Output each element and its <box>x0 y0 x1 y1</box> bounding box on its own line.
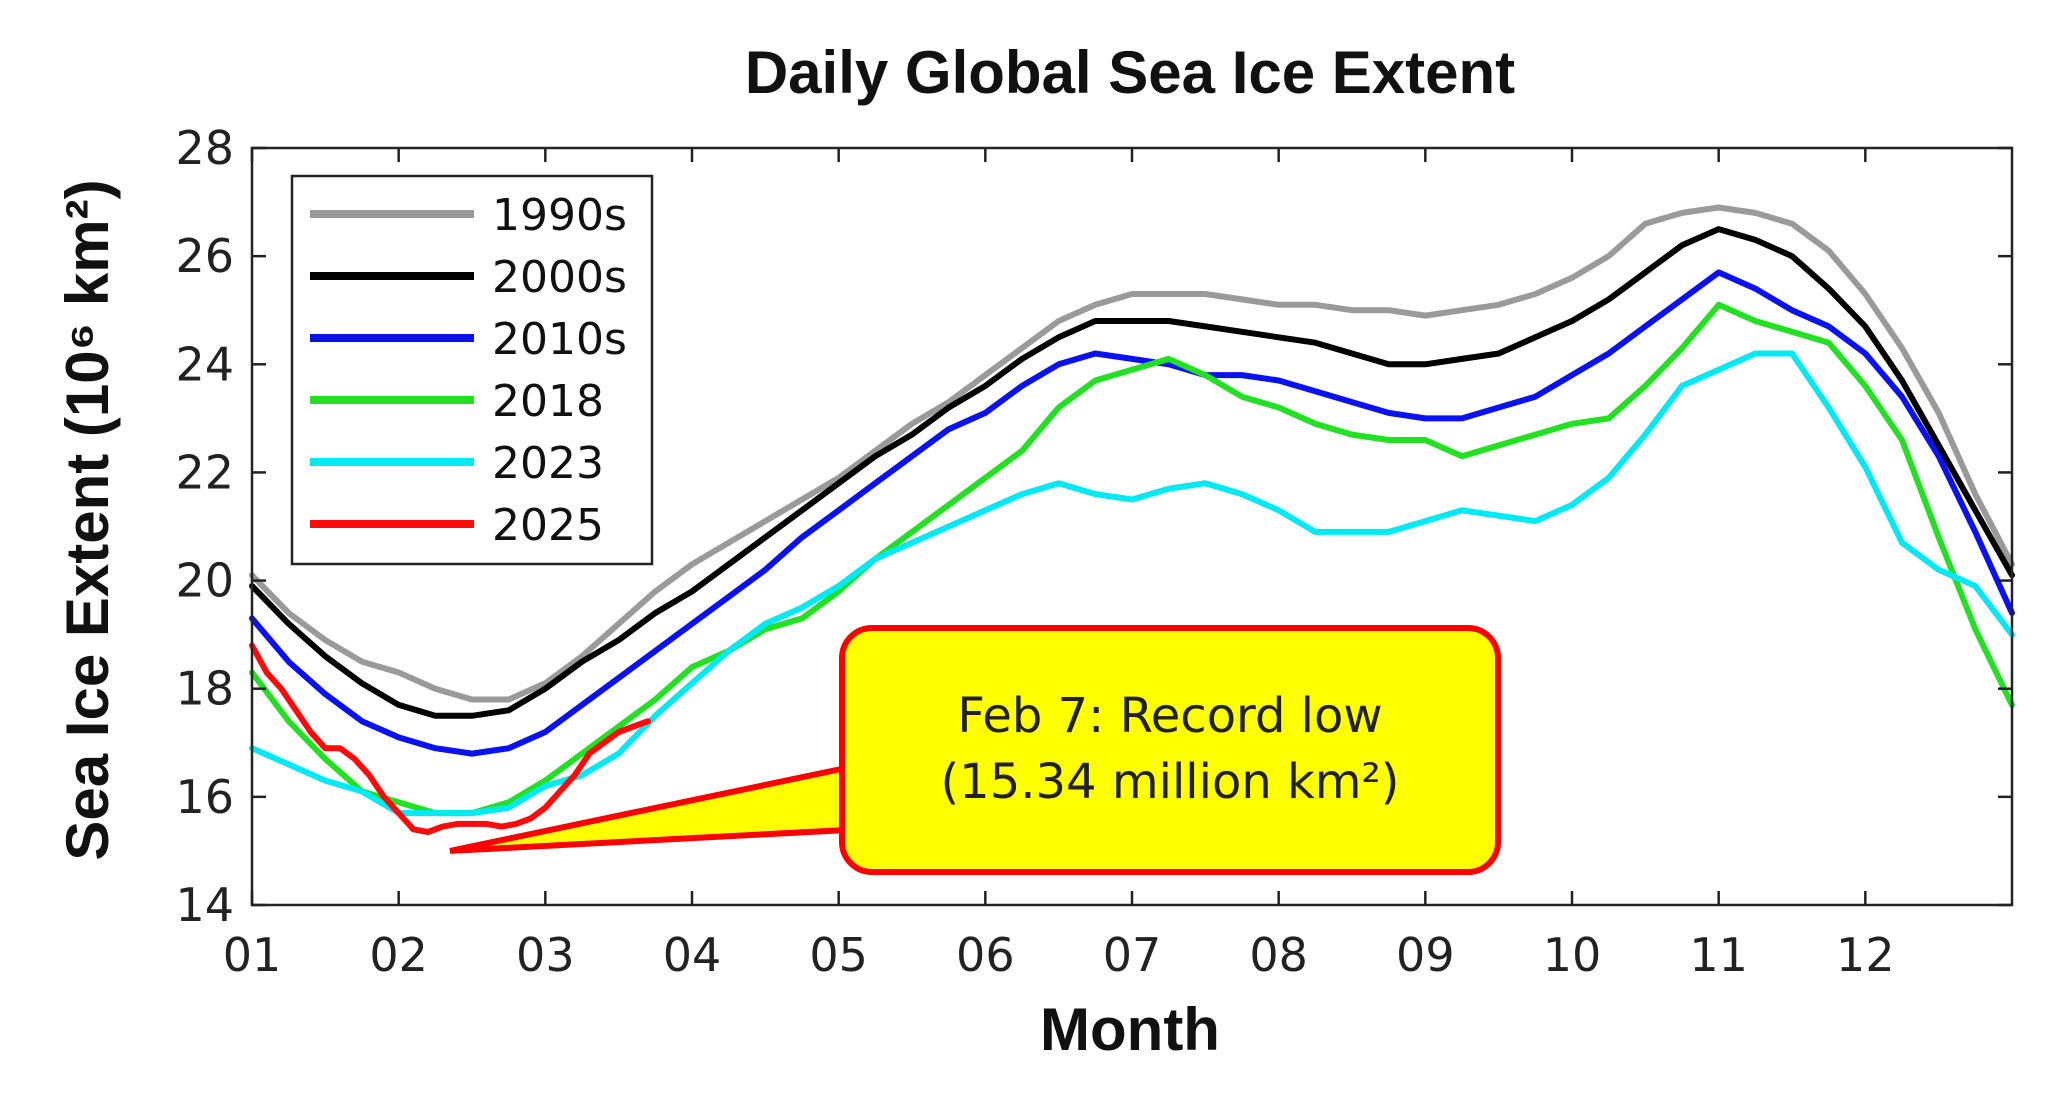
y-axis-label: Sea Ice Extent (10⁶ km²) <box>54 179 121 860</box>
callout-box <box>839 625 1501 875</box>
x-tick-label: 06 <box>956 928 1015 982</box>
legend-box <box>290 174 654 566</box>
x-tick-label: 01 <box>223 928 282 982</box>
x-tick-label: 11 <box>1689 928 1748 982</box>
x-tick-label: 02 <box>369 928 428 982</box>
legend: 1990s 2000s 2010s 2018 2023 2025 <box>290 174 654 566</box>
series-line-2000s <box>249 226 2015 719</box>
legend-label-2023: 2023 <box>492 438 604 489</box>
x-tick-label: 08 <box>1249 928 1308 982</box>
legend-label-2010s: 2010s <box>492 314 627 365</box>
x-tick-label: 04 <box>663 928 722 982</box>
callout-text-line-1: Feb 7: Record low <box>957 688 1382 744</box>
legend-label-1990s: 1990s <box>492 190 627 241</box>
chart-title: Daily Global Sea Ice Extent <box>745 39 1515 106</box>
series-line-2023 <box>249 350 2015 817</box>
y-tick-label: 20 <box>175 554 234 608</box>
series-line-1990s <box>249 204 2015 703</box>
x-tick-label: 09 <box>1396 928 1455 982</box>
x-tick-label: 03 <box>516 928 575 982</box>
series-line-2018 <box>249 301 2015 817</box>
y-tick-label: 26 <box>175 229 234 283</box>
y-tick-label: 16 <box>175 770 234 824</box>
plot-area: 14 16 18 20 22 24 26 28 01 02 03 04 05 06 07 08 09 10 11 12 <box>175 121 2015 982</box>
legend-label-2000s: 2000s <box>492 252 627 303</box>
x-tick-label: 10 <box>1543 928 1602 982</box>
x-tick-label: 12 <box>1836 928 1895 982</box>
x-tick-label: 05 <box>809 928 868 982</box>
y-tick-label: 14 <box>175 878 234 932</box>
legend-label-2018: 2018 <box>492 376 604 427</box>
callout-text-line-2: (15.34 million km²) <box>940 754 1399 810</box>
legend-label-2025: 2025 <box>492 500 604 551</box>
series-line-2010s <box>249 269 2015 757</box>
x-axis-label: Month <box>1040 996 1220 1063</box>
y-tick-label: 28 <box>175 121 234 175</box>
x-tick-label: 07 <box>1103 928 1162 982</box>
y-tick-label: 24 <box>175 337 234 391</box>
series-line-2025 <box>249 642 651 835</box>
y-tick-label: 18 <box>175 662 234 716</box>
y-tick-label: 22 <box>175 445 234 499</box>
record-low-callout: Feb 7: Record low (15.34 million km²) <box>449 625 1501 875</box>
